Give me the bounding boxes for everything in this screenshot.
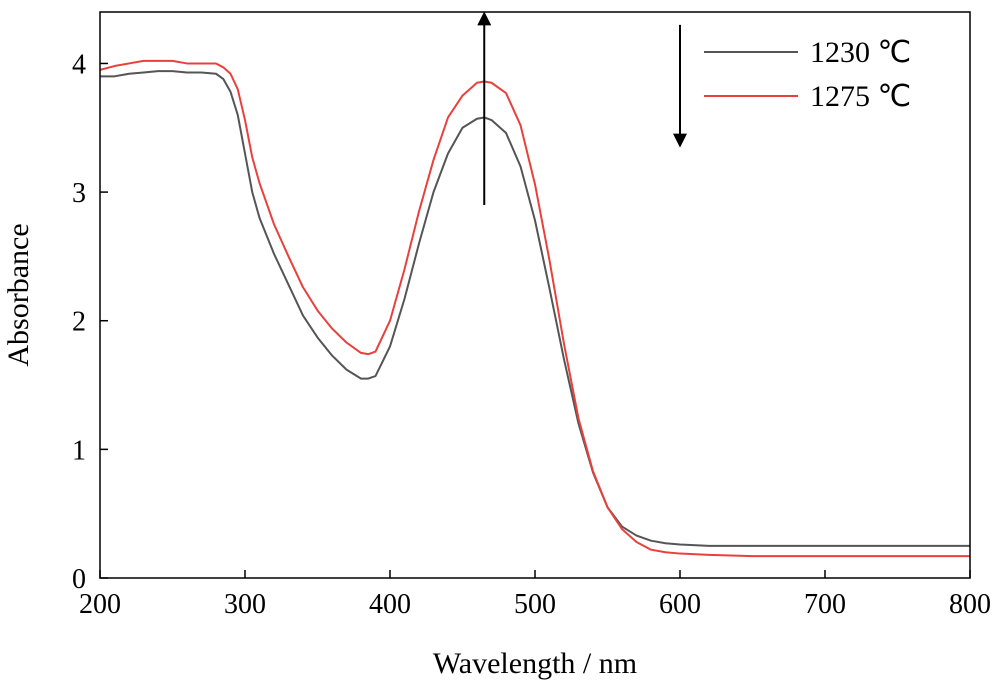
y-axis-label: Absorbance xyxy=(2,223,35,366)
ticks-layer: 200 300 400 500 600 700 800 0 1 2 3 4 xyxy=(72,49,991,620)
y-tick-label: 2 xyxy=(72,307,86,338)
x-tick-label: 500 xyxy=(514,589,556,620)
x-tick-label: 700 xyxy=(804,589,846,620)
y-tick-label: 3 xyxy=(72,178,86,209)
x-tick-label: 200 xyxy=(79,589,121,620)
series-line-1230 xyxy=(100,70,970,547)
x-tick-label: 600 xyxy=(659,589,701,620)
series-line-1275 xyxy=(99,59,970,558)
x-tick-label: 800 xyxy=(949,589,991,620)
legend: 1230 ℃ 1275 ℃ xyxy=(704,36,911,113)
annotation-layer xyxy=(477,11,687,205)
series-layer xyxy=(99,59,970,558)
y-tick-label: 4 xyxy=(72,49,86,80)
x-axis-label: Wavelength / nm xyxy=(433,647,637,680)
legend-label-1230: 1230 ℃ xyxy=(810,36,911,69)
legend-label-1275: 1275 ℃ xyxy=(810,80,911,113)
y-tick-label: 1 xyxy=(72,435,86,466)
x-tick-label: 400 xyxy=(369,589,411,620)
y-tick-label: 0 xyxy=(72,564,86,595)
x-tick-label: 300 xyxy=(224,589,266,620)
